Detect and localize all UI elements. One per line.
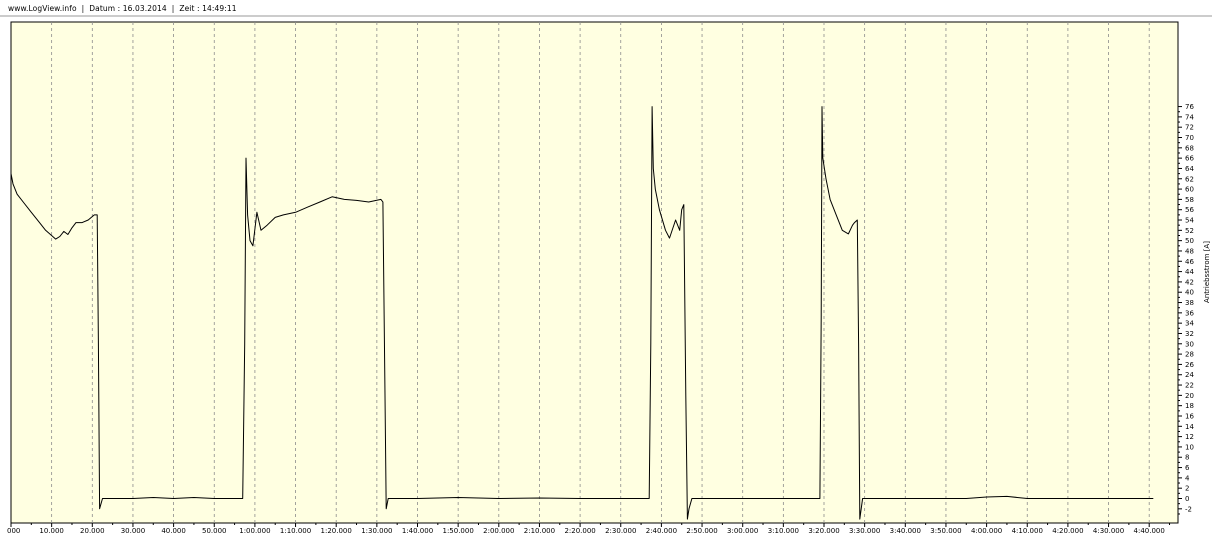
y-tick-label: 32 xyxy=(1185,330,1194,338)
x-tick-label: 2:40.000 xyxy=(646,527,677,535)
x-tick-label: 1:40.000 xyxy=(402,527,433,535)
y-tick-label: 10 xyxy=(1185,443,1194,451)
x-tick-label: 2:10.000 xyxy=(524,527,555,535)
time-label: Zeit : 14:49:11 xyxy=(179,4,237,13)
x-tick-label: 2:20.000 xyxy=(564,527,595,535)
y-tick-label: 62 xyxy=(1185,175,1194,183)
x-tick-label: 3:30.000 xyxy=(849,527,880,535)
x-tick-label: 1:30.000 xyxy=(361,527,392,535)
x-tick-label: 3:10.000 xyxy=(768,527,799,535)
site-label: www.LogView.info xyxy=(8,4,77,13)
y-tick-label: 66 xyxy=(1185,155,1194,163)
x-tick-label: 20.000 xyxy=(80,527,105,535)
y-tick-label: 46 xyxy=(1185,258,1194,266)
y-tick-label: 54 xyxy=(1185,217,1194,225)
y-axis-label: Antriebsstrom [A] xyxy=(1203,241,1211,303)
y-tick-label: 56 xyxy=(1185,206,1194,214)
y-tick-label: 8 xyxy=(1185,454,1189,462)
y-tick-label: 64 xyxy=(1185,165,1194,173)
y-tick-label: 20 xyxy=(1185,392,1194,400)
y-tick-label: 76 xyxy=(1185,103,1194,111)
header-bar: www.LogView.info | Datum : 16.03.2014 | Zeit… xyxy=(8,4,237,13)
x-tick-label: 1:50.000 xyxy=(442,527,473,535)
x-axis: 000 10.000 20.000 30.000 40.000 50.000 1:00.00… xyxy=(7,523,1171,535)
y-tick-label: 42 xyxy=(1185,278,1194,286)
x-tick-label: 2:30.000 xyxy=(605,527,636,535)
x-tick-label: 2:00.000 xyxy=(483,527,514,535)
x-tick-label: 4:40.000 xyxy=(1134,527,1165,535)
x-tick-label: 30.000 xyxy=(121,527,146,535)
y-tick-label: 44 xyxy=(1185,268,1194,276)
series-line xyxy=(10,106,1154,520)
y-tick-label: 22 xyxy=(1185,382,1194,390)
header-separator: | xyxy=(171,4,175,13)
y-tick-label: 18 xyxy=(1185,402,1194,410)
y-tick-label: 34 xyxy=(1185,320,1194,328)
y-tick-label: 2 xyxy=(1185,485,1189,493)
date-label: Datum : 16.03.2014 xyxy=(89,4,167,13)
x-tick-label: 000 xyxy=(7,527,20,535)
series-layer xyxy=(10,106,1154,520)
y-tick-label: 40 xyxy=(1185,289,1194,297)
y-tick-label: 36 xyxy=(1185,309,1194,317)
y-tick-label: 68 xyxy=(1185,144,1194,152)
y-tick-label: -2 xyxy=(1185,505,1192,513)
x-tick-label: 4:10.000 xyxy=(1012,527,1043,535)
x-tick-label: 3:40.000 xyxy=(890,527,921,535)
x-tick-label: 1:20.000 xyxy=(321,527,352,535)
y-tick-label: 6 xyxy=(1185,464,1190,472)
y-tick-label: 74 xyxy=(1185,113,1194,121)
y-tick-label: 38 xyxy=(1185,299,1194,307)
y-tick-label: 14 xyxy=(1185,423,1194,431)
x-tick-label: 4:00.000 xyxy=(971,527,1002,535)
x-tick-label: 3:20.000 xyxy=(808,527,839,535)
y-tick-label: 0 xyxy=(1185,495,1189,503)
y-tick-label: 70 xyxy=(1185,134,1194,142)
x-tick-label: 3:50.000 xyxy=(930,527,961,535)
y-tick-label: 24 xyxy=(1185,371,1194,379)
y-tick-label: 30 xyxy=(1185,340,1194,348)
y-tick-label: 26 xyxy=(1185,361,1194,369)
y-tick-label: 72 xyxy=(1185,124,1194,132)
x-tick-label: 50.000 xyxy=(202,527,227,535)
y-tick-label: 52 xyxy=(1185,227,1194,235)
plot-area xyxy=(10,21,1179,524)
x-tick-label: 1:00.000 xyxy=(239,527,270,535)
y-tick-label: 28 xyxy=(1185,351,1194,359)
y-tick-label: 16 xyxy=(1185,412,1194,420)
x-tick-label: 4:20.000 xyxy=(1052,527,1083,535)
x-tick-label: 40.000 xyxy=(161,527,186,535)
y-tick-label: 58 xyxy=(1185,196,1194,204)
x-tick-label: 10.000 xyxy=(39,527,64,535)
x-tick-label: 3:00.000 xyxy=(727,527,758,535)
y-tick-label: 50 xyxy=(1185,237,1194,245)
y-tick-label: 48 xyxy=(1185,247,1194,255)
y-tick-label: 12 xyxy=(1185,433,1194,441)
y-axis: -202468101214161820222426283032343638404… xyxy=(1178,103,1194,515)
x-tick-label: 4:30.000 xyxy=(1093,527,1124,535)
y-tick-label: 60 xyxy=(1185,186,1194,194)
x-tick-label: 2:50.000 xyxy=(686,527,717,535)
x-tick-label: 1:10.000 xyxy=(280,527,311,535)
y-tick-label: 4 xyxy=(1185,474,1190,482)
header-separator: | xyxy=(81,4,85,13)
